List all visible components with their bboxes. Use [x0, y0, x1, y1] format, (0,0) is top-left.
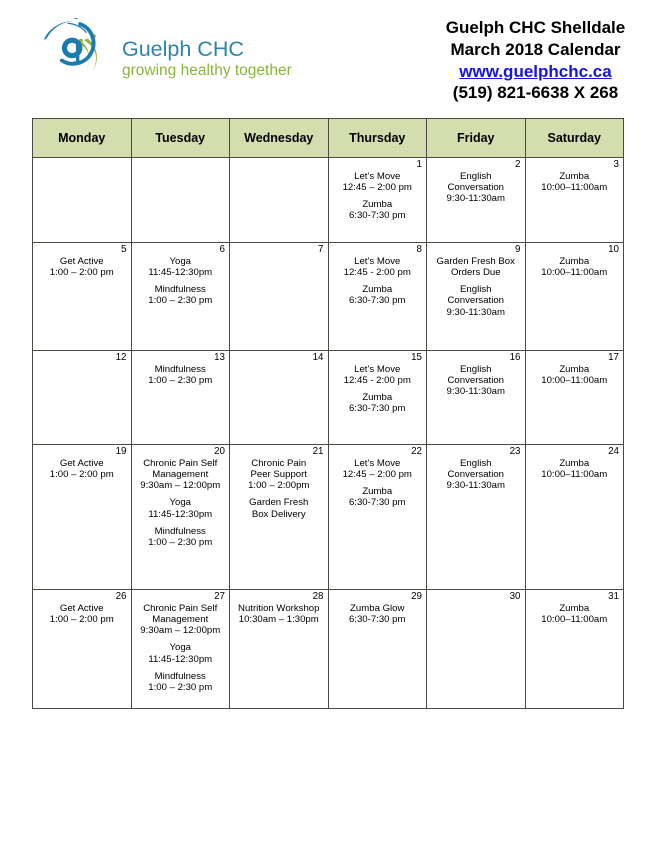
- svg-text:growing healthy together: growing healthy together: [122, 62, 292, 79]
- svg-text:Guelph CHC: Guelph CHC: [122, 37, 244, 61]
